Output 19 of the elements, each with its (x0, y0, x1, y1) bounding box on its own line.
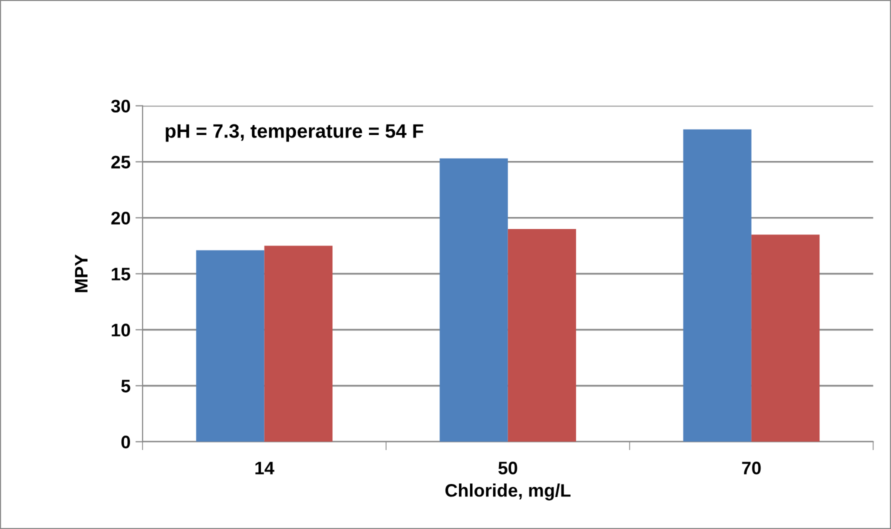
y-tick-label: 5 (121, 380, 130, 392)
bar (264, 246, 333, 442)
bar (196, 250, 264, 442)
y-tick-label: 25 (111, 156, 130, 169)
y-tick-label: 0 (121, 436, 130, 448)
x-axis-title: Chloride, mg/L (445, 484, 571, 500)
y-tick-label: 15 (112, 268, 130, 280)
annotation: pH = 7.3, temperature = 54 F (166, 124, 424, 142)
y-tick-label: 30 (111, 100, 130, 113)
x-tick-label: 50 (498, 462, 518, 474)
y-tick-label: 10 (112, 324, 130, 336)
bar (440, 158, 508, 442)
x-tick-label: 14 (255, 462, 274, 474)
bar (751, 234, 820, 442)
y-tick-label: 20 (111, 212, 130, 224)
x-tick-label: 70 (742, 462, 761, 474)
y-axis-title: MPY (75, 254, 88, 292)
bar (508, 228, 576, 442)
bar (683, 129, 752, 442)
